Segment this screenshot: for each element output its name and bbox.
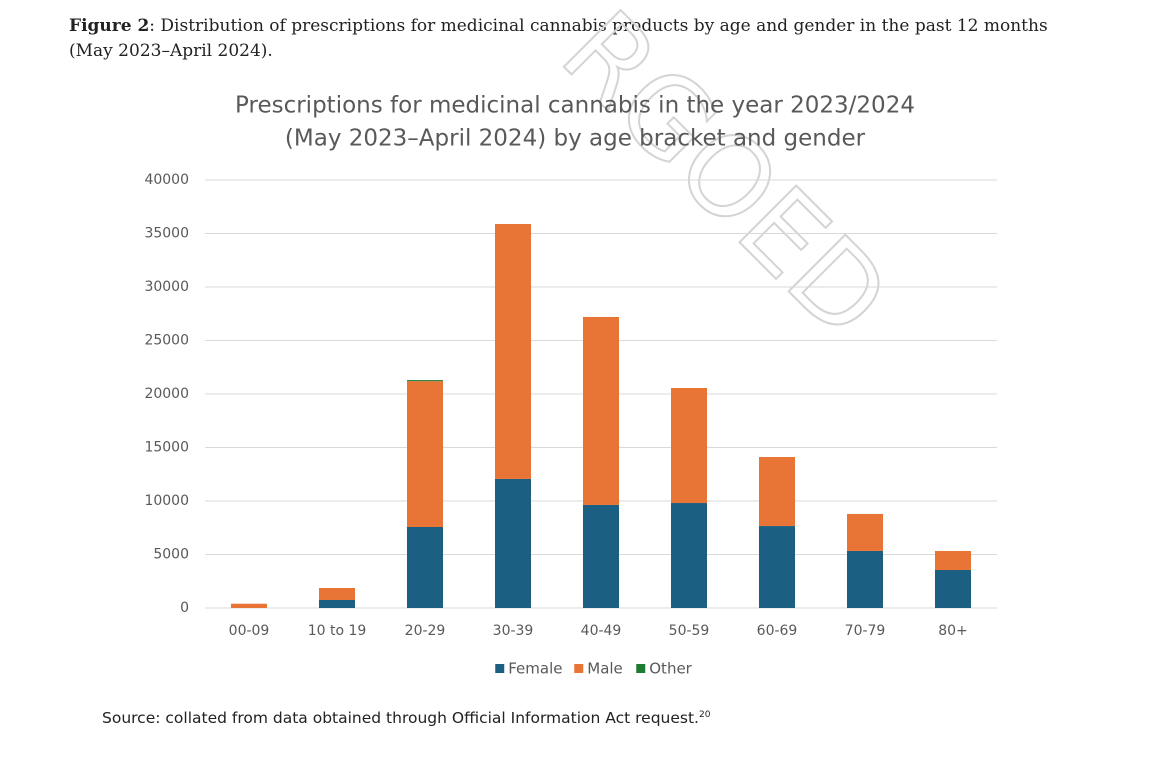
chart-title: Prescriptions for medicinal cannabis in …: [235, 93, 915, 119]
y-tick-label: 35000: [144, 226, 189, 242]
x-tick-label: 60-69: [757, 623, 798, 639]
legend-swatch: [574, 664, 584, 673]
x-tick-label: 80+: [938, 623, 968, 639]
source: Source: collated from data obtained thro…: [102, 709, 710, 727]
x-tick-label: 10 to 19: [308, 623, 367, 639]
bar-segment: [583, 504, 619, 608]
x-tick-label: 70-79: [845, 623, 886, 639]
x-tick-label: 20-29: [405, 623, 446, 639]
caption-text: : Distribution of prescriptions for medi…: [69, 16, 1048, 61]
legend-label: Other: [649, 660, 692, 678]
bar-segment: [759, 526, 795, 608]
bar-segment: [319, 587, 355, 600]
watermark: RGOED: [538, 0, 913, 362]
bar-segment: [407, 381, 443, 528]
bar-segment: [495, 478, 531, 608]
bar-segment: [583, 316, 619, 505]
x-tick-label: 00-09: [229, 623, 270, 639]
bar-segment: [407, 527, 443, 608]
bar-segment: [319, 599, 355, 608]
bar-segment: [495, 223, 531, 479]
legend-label: Female: [508, 660, 562, 678]
caption: Figure 2: Distribution of prescriptions …: [69, 14, 1059, 64]
y-tick-label: 10000: [144, 493, 189, 509]
y-tick-label: 30000: [144, 279, 189, 295]
y-tick-label: 40000: [144, 172, 189, 188]
x-tick-label: 50-59: [669, 623, 710, 639]
chart: RGOED Prescriptions for medicinal cannab…: [144, 0, 997, 678]
bar-segment: [847, 550, 883, 608]
bar-segment: [231, 603, 267, 608]
y-tick-label: 0: [180, 600, 189, 616]
bar-segment: [671, 503, 707, 608]
bar-segment: [407, 380, 443, 382]
x-tick-label: 40-49: [581, 623, 622, 639]
bar-segment: [671, 388, 707, 504]
legend-swatch: [495, 664, 505, 673]
legend-label: Male: [587, 660, 623, 678]
y-tick-label: 5000: [153, 547, 189, 563]
bar-segment: [847, 513, 883, 551]
bar-segment: [935, 570, 971, 608]
caption-label: Figure 2: [69, 16, 150, 36]
bar-segment: [935, 550, 971, 571]
bar-segment: [759, 457, 795, 527]
y-tick-label: 20000: [144, 386, 189, 402]
source-text: Source: collated from data obtained thro…: [102, 709, 699, 727]
y-tick-label: 15000: [144, 440, 189, 456]
y-tick-label: 25000: [144, 333, 189, 349]
x-tick-label: 30-39: [493, 623, 534, 639]
source-note: 20: [698, 709, 711, 720]
chart-title: (May 2023–April 2024) by age bracket and…: [285, 126, 866, 152]
legend-swatch: [636, 664, 646, 673]
